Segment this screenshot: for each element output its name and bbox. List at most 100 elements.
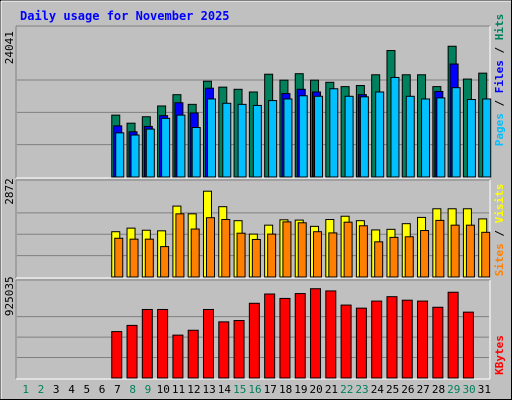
bar-pages-day-19 [298,95,308,178]
series-kbytes [111,288,474,379]
bar-kbytes-day-23 [355,307,367,379]
x-tick-label-day-8: 8 [129,383,136,396]
x-tick-label-day-30: 30 [462,383,475,396]
chart-panels: 24041 2872 925035 [3,25,492,380]
bar-pages-day-23 [359,96,369,178]
bar-kbytes-day-14 [218,321,230,379]
right-label-mid-part: Visits [493,184,506,224]
bar-pages-day-29 [451,87,461,178]
bar-pages-day-22 [344,95,354,178]
bar-kbytes-day-20 [310,288,322,379]
bar-pages-day-15 [237,103,247,178]
bar-sites-day-23 [358,225,368,278]
x-tick-label-day-9: 9 [145,383,152,396]
bar-sites-day-29 [450,224,460,278]
right-label-mid-part: Sites [493,243,506,276]
bar-sites-day-7 [114,237,124,278]
bar-sites-day-8 [129,238,139,278]
x-tick-label-day-16: 16 [248,383,261,396]
bar-pages-day-9 [145,128,155,178]
series-pages [115,76,492,178]
bar-sites-day-22 [343,221,353,278]
y-max-label: 925035 [3,276,16,316]
bar-kbytes-day-12 [187,329,199,379]
bar-sites-day-12 [190,228,200,278]
bar-sites-day-13 [205,217,215,278]
bar-kbytes-day-7 [111,331,123,379]
bar-pages-day-27 [421,98,431,178]
bar-pages-day-13 [206,98,216,178]
bar-pages-day-7 [115,132,125,178]
bar-kbytes-day-17 [264,293,276,379]
bar-kbytes-day-25 [386,296,398,379]
bar-sites-day-18 [282,221,292,278]
bar-kbytes-day-22 [340,304,352,379]
bar-kbytes-day-24 [371,300,383,379]
x-tick-label-day-25: 25 [386,383,399,396]
bar-pages-day-11 [176,114,186,178]
bar-kbytes-day-9 [141,308,153,379]
bar-sites-day-15 [236,232,246,278]
panel-visits-sites: 2872 [3,178,491,279]
x-tick-label-day-19: 19 [294,383,307,396]
bar-kbytes-day-15 [233,320,245,379]
bar-sites-day-28 [435,219,445,278]
bar-kbytes-day-8 [126,324,138,379]
bar-pages-day-16 [252,104,262,178]
x-tick-label-day-11: 11 [172,383,185,396]
bar-sites-day-9 [144,238,154,278]
x-tick-label-day-10: 10 [157,383,170,396]
bar-kbytes-day-30 [462,311,474,379]
bar-pages-day-20 [314,95,324,178]
bar-pages-day-17 [268,100,278,178]
x-tick-label-day-7: 7 [114,383,121,396]
bar-kbytes-day-18 [279,297,291,379]
right-label-top-part: Pages [493,113,506,146]
bar-sites-day-10 [160,246,170,278]
x-tick-label-day-4: 4 [68,383,75,396]
x-tick-label-day-22: 22 [340,383,353,396]
bar-pages-day-18 [283,98,293,178]
bar-kbytes-day-21 [325,290,337,379]
x-tick-label-day-23: 23 [355,383,368,396]
bar-sites-day-26 [404,236,414,278]
x-tick-label-day-26: 26 [401,383,414,396]
bar-kbytes-day-28 [432,306,444,379]
chart-title: Daily usage for November 2025 [20,9,230,23]
x-tick-label-day-20: 20 [310,383,323,396]
panel-kbytes: 925035 [3,276,491,380]
bar-pages-day-14 [222,102,232,178]
bar-sites-day-16 [251,238,261,278]
right-label-top-part: Files [493,60,506,93]
right-label-mid-part: / [493,223,506,243]
bar-sites-day-31 [481,231,491,278]
right-label-top: Pages / Files / Hits [493,14,506,147]
right-side-legend-labels: Pages / Files / Hits Sites / Visits KBytes [493,14,506,375]
bar-pages-day-30 [466,99,476,178]
bar-sites-day-25 [389,236,399,278]
bar-pages-day-26 [405,95,415,178]
x-tick-label-day-29: 29 [447,383,460,396]
bar-pages-day-8 [130,134,140,178]
x-tick-label-day-17: 17 [264,383,277,396]
bar-kbytes-day-29 [447,291,459,379]
x-tick-label-day-31: 31 [478,383,491,396]
bar-kbytes-day-27 [417,300,429,379]
bar-pages-day-25 [390,76,400,178]
x-tick-label-day-15: 15 [233,383,246,396]
x-tick-label-day-21: 21 [325,383,338,396]
bar-pages-day-31 [482,98,492,178]
right-label-top-part: Hits [493,14,506,41]
right-label-mid: Sites / Visits [493,184,506,277]
x-tick-label-day-24: 24 [371,383,385,396]
x-tick-label-day-18: 18 [279,383,292,396]
right-label-bot: KBytes [493,335,506,375]
x-tick-label-day-3: 3 [53,383,60,396]
bar-sites-day-20 [313,231,323,278]
x-tick-label-day-14: 14 [218,383,232,396]
bar-pages-day-21 [329,88,339,178]
bar-sites-day-14 [221,219,231,278]
bar-sites-day-11 [175,213,185,278]
